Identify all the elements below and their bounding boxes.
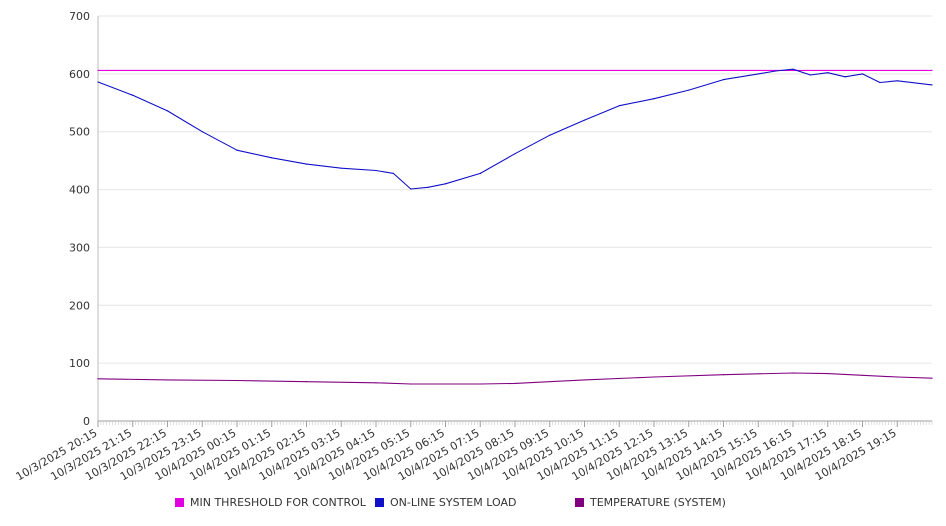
data-point: [931, 69, 933, 71]
data-point: [375, 382, 377, 384]
data-point: [271, 157, 273, 159]
legend-label-system-load: ON-LINE SYSTEM LOAD: [390, 496, 517, 509]
data-point: [653, 98, 655, 100]
legend: MIN THRESHOLD FOR CONTROL ON-LINE SYSTEM…: [0, 496, 946, 518]
data-point: [514, 382, 516, 384]
y-tick-label: 300: [69, 241, 90, 254]
data-point: [132, 94, 134, 96]
data-point: [392, 172, 394, 174]
data-point: [305, 163, 308, 165]
y-tick-label: 0: [83, 415, 90, 428]
data-point: [792, 372, 794, 374]
legend-swatch-threshold: [175, 498, 184, 507]
grid-lines: [98, 15, 932, 364]
data-point: [931, 377, 933, 379]
data-point: [236, 379, 238, 382]
data-point: [757, 73, 759, 75]
legend-swatch-system-load: [375, 498, 384, 507]
data-point: [653, 376, 655, 378]
data-point: [201, 131, 203, 133]
legend-item-temperature: TEMPERATURE (SYSTEM): [575, 496, 726, 509]
data-point: [583, 379, 586, 381]
temperature-line: [97, 372, 933, 385]
y-tick-label: 500: [69, 126, 90, 139]
y-tick-label: 100: [69, 357, 90, 370]
data-point: [827, 72, 829, 74]
y-tick-label: 600: [69, 68, 90, 81]
data-point: [236, 149, 238, 151]
data-point: [879, 81, 881, 84]
data-point: [775, 70, 777, 72]
data-point: [583, 119, 586, 121]
data-point: [896, 80, 898, 82]
data-point: [722, 374, 725, 376]
data-point: [444, 183, 447, 185]
data-point: [479, 383, 481, 385]
y-tick-label: 200: [69, 299, 90, 312]
data-point: [166, 379, 169, 381]
legend-item-system-load: ON-LINE SYSTEM LOAD: [375, 496, 516, 509]
data-point: [427, 186, 429, 188]
system-load-line: [97, 68, 933, 190]
data-point: [861, 374, 864, 376]
y-tick-label: 400: [69, 184, 90, 197]
data-point: [809, 74, 811, 76]
data-point: [97, 378, 99, 380]
data-point: [896, 376, 898, 378]
data-point: [166, 110, 169, 112]
data-point: [97, 81, 99, 83]
series-lines: [97, 68, 933, 385]
data-point: [618, 105, 620, 107]
y-tick-label: 700: [69, 10, 90, 23]
data-point: [305, 381, 308, 383]
data-point: [97, 69, 99, 71]
legend-item-threshold: MIN THRESHOLD FOR CONTROL: [175, 496, 366, 509]
data-point: [340, 167, 342, 169]
data-point: [931, 84, 933, 86]
data-point: [722, 79, 725, 81]
data-point: [844, 76, 846, 78]
data-point: [410, 383, 412, 385]
data-point: [410, 188, 412, 190]
y-axis-tick-labels: 0 100 200 300 400 500 600 700: [69, 10, 90, 428]
legend-swatch-temperature: [575, 498, 584, 507]
data-point: [479, 172, 481, 174]
data-point: [688, 89, 690, 91]
data-point: [792, 68, 794, 70]
data-point: [861, 73, 864, 75]
legend-label-threshold: MIN THRESHOLD FOR CONTROL: [190, 496, 366, 509]
data-point: [514, 153, 516, 155]
data-point: [549, 134, 551, 136]
legend-label-temperature: TEMPERATURE (SYSTEM): [590, 496, 726, 509]
data-point: [375, 169, 377, 172]
data-point: [827, 372, 829, 375]
